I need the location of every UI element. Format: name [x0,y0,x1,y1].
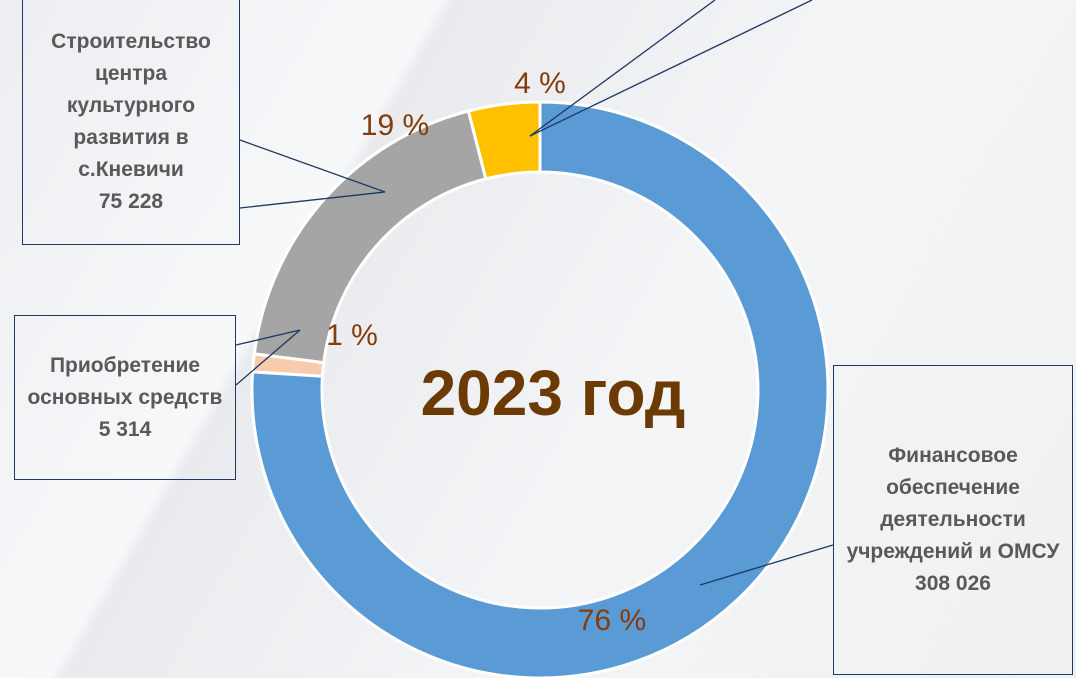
data-label: 76 % [578,604,646,637]
category-label: Финансовое обеспечение деятельности учре… [846,444,1060,563]
leader-lines [235,0,834,586]
amount-label: 5 314 [98,417,152,441]
category-label-box: Приобретение основных средств 5 314 [14,315,236,480]
leader-line [699,544,834,586]
leader-line [529,0,813,137]
category-label: Приобретение основных средств [27,353,223,409]
chart-title: 2023 год [421,357,686,429]
data-label: 1 % [326,319,378,352]
category-label-box: Строительство центра культурного развити… [22,0,240,245]
leader-line [239,139,386,193]
leader-line [239,191,386,209]
slice [250,100,830,678]
leader-line [235,329,301,386]
data-label: 4 % [514,67,566,100]
leader-line [529,0,716,137]
category-label-box: Финансовое обеспечение деятельности учре… [833,365,1073,675]
category-label: Строительство центра культурного развити… [51,29,211,181]
data-label: 19 % [361,109,429,142]
amount-label: 308 026 [915,572,991,595]
leader-line [235,329,301,346]
slice [252,109,488,365]
amount-label: 75 228 [98,189,164,213]
